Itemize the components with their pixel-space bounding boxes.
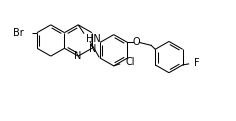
Text: Cl: Cl bbox=[126, 57, 135, 67]
Text: N: N bbox=[75, 51, 82, 61]
Text: HN: HN bbox=[86, 34, 101, 44]
Text: N: N bbox=[89, 44, 97, 54]
Text: O: O bbox=[133, 37, 140, 47]
Text: Br: Br bbox=[13, 28, 23, 38]
Text: F: F bbox=[194, 58, 199, 68]
